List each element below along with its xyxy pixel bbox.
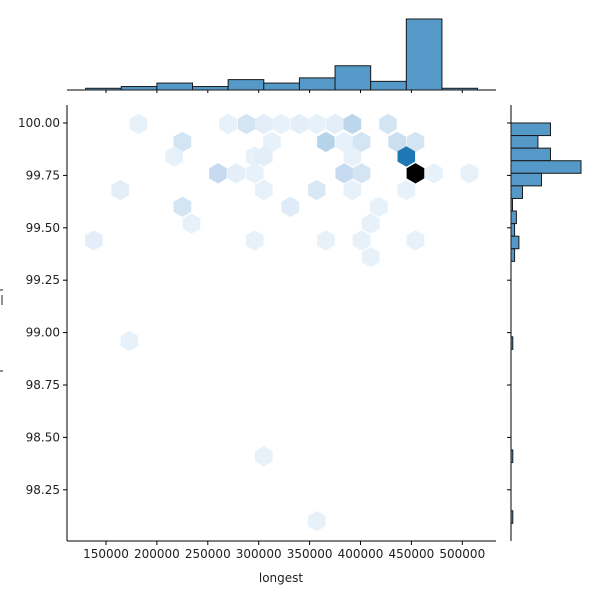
hexbin-cell: [85, 230, 103, 251]
x-tick-label: 150000: [83, 547, 129, 561]
hexbin-cell: [352, 230, 371, 251]
hexbin-cell: [343, 113, 362, 135]
y-tick-label: 100.00: [18, 116, 60, 130]
hexbin-cell: [397, 146, 416, 167]
y-marginal-histogram: [507, 105, 582, 541]
hexbin-cell: [237, 113, 256, 135]
hexbin-cell: [379, 113, 397, 135]
x-tick-label: 250000: [185, 547, 231, 561]
hexbin-cell: [219, 113, 237, 135]
hexbin-cell: [335, 131, 353, 153]
right-hist-bar: [510, 248, 516, 262]
hexbin-cell: [281, 196, 300, 217]
x-tick-label: 300000: [236, 547, 282, 561]
right-hist-bar: [510, 160, 582, 174]
hexbin-cell: [255, 179, 273, 201]
right-hist-bar: [510, 197, 513, 212]
hexbin-cell: [307, 179, 326, 201]
top-hist-bar: [405, 18, 443, 91]
hexbin-cell: [335, 163, 353, 184]
top-hist-bar: [370, 80, 407, 91]
right-hist-bar: [510, 235, 520, 250]
hexbin-cell: [352, 131, 371, 153]
right-hist-bar: [510, 210, 517, 225]
hexbin-cell: [227, 163, 246, 184]
x-axis-label: longest: [259, 571, 304, 585]
hexbin-layer: [85, 113, 479, 532]
hexbin-cell: [425, 163, 443, 184]
hexbin-cell: [165, 146, 183, 167]
right-hist-bar: [510, 336, 514, 350]
x-tick-label: 200000: [134, 547, 180, 561]
axes-layer: 150000 200000 250000 300000 350000 400000 4500…: [0, 105, 496, 561]
top-hist-bar: [298, 77, 336, 91]
hexbin-cell: [173, 131, 192, 153]
right-hist-bar: [510, 172, 543, 187]
hexbin-cell: [255, 146, 273, 167]
hexbin-cell: [209, 163, 227, 184]
x-marginal-histogram: [67, 18, 496, 93]
right-hist-bar: [510, 147, 551, 162]
hexbin-cell: [361, 246, 380, 268]
hexbin-cell: [245, 230, 264, 251]
hexbin-cell: [263, 131, 281, 153]
y-tick-label: 99.50: [26, 221, 60, 235]
right-hist-bar: [510, 449, 514, 464]
hexbin-cell: [406, 230, 425, 251]
top-hist-bar: [156, 82, 194, 91]
top-hist-bar: [85, 87, 122, 91]
top-hist-bar: [192, 86, 229, 91]
top-hist-bar: [263, 82, 300, 91]
y-tick-label: 98.75: [26, 378, 60, 392]
hexbin-cell: [343, 146, 362, 167]
y-tick-label: 98.50: [26, 430, 60, 444]
hexbin-cell: [255, 446, 273, 467]
hexbin-cell: [307, 511, 326, 532]
hexbin-cell: [120, 330, 139, 352]
x-tick-label: 450000: [388, 547, 434, 561]
y-tick-label: 99.00: [26, 326, 60, 340]
hexbin-cell: [406, 163, 425, 184]
y-tick-label: 98.25: [26, 483, 60, 497]
hexbin-cell: [406, 131, 425, 153]
hexbin-cell: [255, 113, 273, 135]
hexbin-cell: [290, 113, 309, 135]
top-hist-bar: [441, 87, 479, 91]
hexbin-cell: [245, 163, 264, 184]
right-hist-bar: [510, 135, 539, 149]
x-tick-label: 500000: [439, 547, 485, 561]
hexbin-cell: [173, 196, 192, 217]
hexbin-cell: [129, 113, 148, 135]
hexbin-cell: [343, 179, 362, 201]
hexbin-cell: [182, 213, 201, 234]
hexbin-cell: [111, 179, 130, 201]
right-hist-bar: [510, 185, 523, 199]
y-tick-label: 99.25: [26, 273, 60, 287]
hexbin-cell: [388, 131, 406, 153]
hexbin-cell: [307, 113, 326, 135]
hexbin-cell: [397, 179, 416, 201]
hexbin-cell: [352, 163, 371, 184]
right-hist-bar: [510, 122, 551, 137]
right-hist-bar: [510, 510, 514, 524]
hexbin-cell: [272, 113, 290, 135]
top-hist-bar: [120, 86, 158, 91]
top-hist-bar: [334, 65, 372, 91]
hexbin-cell: [460, 163, 479, 184]
top-hist-bar: [227, 79, 265, 91]
hexbin-cell: [370, 196, 388, 217]
hexbin-cell: [361, 213, 380, 234]
hexbin-cell: [326, 113, 344, 135]
right-hist-bar: [510, 223, 516, 237]
hexbin-cell: [317, 131, 335, 153]
hexbin-cell: [317, 230, 335, 251]
x-tick-label: 400000: [338, 547, 384, 561]
x-tick-label: 350000: [287, 547, 333, 561]
y-tick-label: 99.75: [26, 168, 60, 182]
